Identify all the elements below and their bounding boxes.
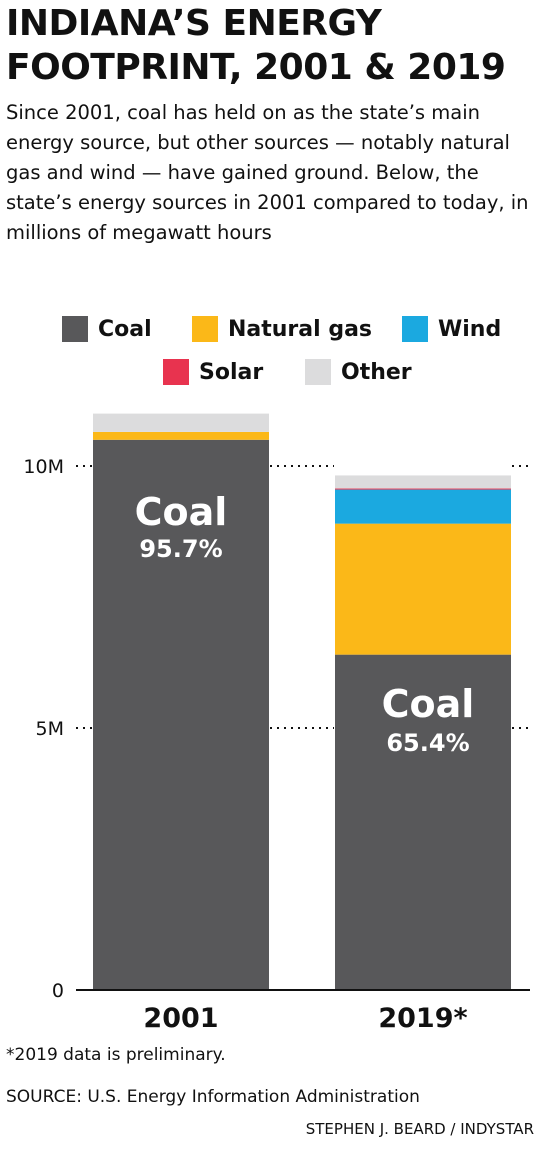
y-tick-label-5m: 5M [36, 718, 64, 740]
legend-item-coal: Coal [62, 314, 152, 344]
x-tick-label-2019: 2019* [378, 1003, 467, 1034]
legend-row-2: Solar Other [0, 357, 540, 387]
legend-row-1: Coal Natural gas Wind [0, 314, 540, 344]
bar-segment-other-2001 [93, 413, 269, 432]
legend-label-coal: Coal [98, 316, 152, 342]
source-line: SOURCE: U.S. Energy Information Administ… [6, 1087, 420, 1107]
legend-swatch-wind [402, 316, 428, 342]
legend-swatch-solar [163, 359, 189, 385]
legend-label-wind: Wind [438, 316, 502, 342]
bar-segment-natural-gas-2019 [335, 523, 511, 655]
bar-segment-coal-2001 [93, 439, 269, 990]
annotation-percent-2001: 95.7% [139, 535, 222, 563]
footnote: *2019 data is preliminary. [6, 1045, 226, 1065]
legend-label-other: Other [341, 359, 412, 385]
annotation-percent-2019: 65.4% [386, 729, 469, 757]
legend-swatch-other [305, 359, 331, 385]
chart-subtitle: Since 2001, coal has held on as the stat… [6, 101, 529, 244]
legend-item-solar: Solar [163, 357, 263, 387]
legend-label-solar: Solar [199, 359, 264, 385]
annotation-label-2019: Coal [382, 682, 475, 726]
legend-item-wind: Wind [402, 314, 501, 344]
x-tick-label-2001: 2001 [143, 1003, 218, 1034]
legend-item-natural-gas: Natural gas [192, 314, 372, 344]
bar-segment-natural-gas-2001 [93, 431, 269, 440]
y-tick-label-10m: 10M [23, 456, 64, 478]
y-tick-label-0: 0 [52, 980, 64, 1002]
credit-line: STEPHEN J. BEARD / INDYSTAR [305, 1120, 534, 1138]
annotation-label-2001: Coal [135, 490, 228, 534]
legend-label-natural-gas: Natural gas [228, 316, 373, 342]
legend-swatch-natural-gas [192, 316, 218, 342]
legend-swatch-coal [62, 316, 88, 342]
chart-title: INDIANA’S ENERGY FOOTPRINT, 2001 & 2019 [6, 3, 506, 88]
legend-item-other: Other [305, 357, 412, 387]
bar-segment-wind-2019 [335, 489, 511, 524]
bar-segment-solar-2019 [335, 488, 511, 490]
bar-segment-coal-2019 [335, 654, 511, 990]
bar-segment-other-2019 [335, 475, 511, 489]
